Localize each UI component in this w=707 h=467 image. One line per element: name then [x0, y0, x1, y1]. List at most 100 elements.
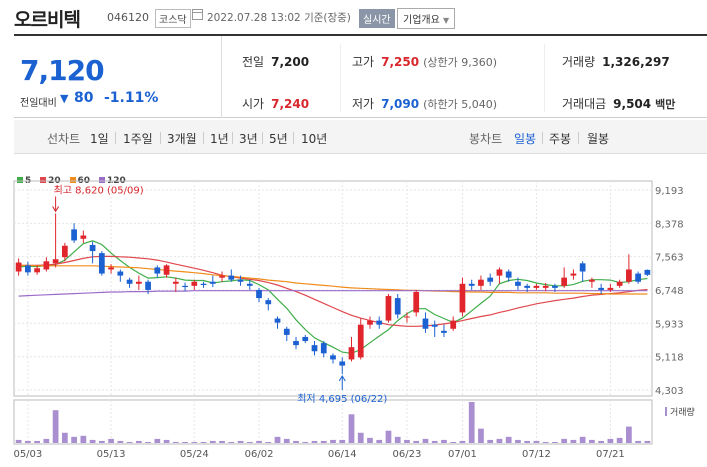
volume-bar [348, 414, 355, 443]
company-overview-button[interactable]: 기업개요 ▼ [397, 8, 456, 29]
candle-daily[interactable]: 일봉 [514, 132, 537, 146]
volume-bar [496, 438, 503, 443]
period-3y[interactable]: 3년 [239, 132, 258, 146]
high-cell: 고가 7,250 (상한가 9,360) [352, 53, 497, 70]
volume-bar [404, 439, 410, 443]
candle-body [459, 283, 466, 313]
candle-body [25, 265, 31, 273]
volume-bar [209, 440, 216, 443]
candle-body [616, 281, 623, 286]
volume-bar [394, 436, 401, 443]
lower-limit: (하한가 5,040) [423, 98, 497, 111]
volume-bar [154, 438, 161, 443]
candle-body [524, 285, 531, 288]
x-tick-label: 05/13 [97, 449, 126, 460]
period-1d[interactable]: 1일 [90, 132, 109, 146]
candle-body [431, 324, 438, 327]
candle-body [219, 275, 225, 278]
volume-bar [505, 436, 512, 443]
volume-bar [246, 441, 253, 443]
volume-cell: 거래량 1,326,297 [562, 53, 670, 70]
candle-body [552, 285, 558, 288]
candle-body [311, 345, 318, 352]
volume-bar [293, 440, 299, 443]
candle-body [339, 361, 346, 366]
candle-monthly[interactable]: 월봉 [587, 132, 610, 146]
candle-body [265, 300, 272, 305]
candle-body [154, 267, 161, 274]
volume-bar [339, 439, 346, 443]
volume-bar [533, 440, 540, 443]
candle-body [135, 281, 142, 284]
volume-bar [117, 440, 124, 443]
candle-body [515, 281, 521, 286]
amount-unit: 백만 [655, 98, 676, 111]
volume-bar [126, 441, 133, 443]
candle-body [293, 341, 299, 346]
low-arrow-head [338, 374, 346, 382]
volume-bar [145, 441, 151, 443]
volume-bar [237, 440, 244, 443]
period-3m[interactable]: 3개월 [167, 132, 197, 146]
candle-body [126, 279, 133, 284]
candle-weekly[interactable]: 주봉 [549, 132, 572, 146]
volume-bar [385, 430, 392, 443]
high-value: 7,250 [381, 55, 420, 69]
volume-bar [98, 440, 105, 443]
period-10y[interactable]: 10년 [301, 132, 328, 146]
down-triangle-icon: ▼ [60, 92, 69, 105]
volume-bar [61, 432, 68, 443]
prev-close-cell: 전일 7,200 [242, 53, 309, 70]
period-1w[interactable]: 1주일 [123, 132, 153, 146]
candle-body [43, 261, 50, 270]
candle-body [385, 296, 392, 321]
volume-bar [256, 440, 262, 443]
volume-bar [422, 438, 429, 443]
price-chart[interactable]: 9,193 8,378 7,563 6,748 5,933 5,118 4,303 05/03… [0, 160, 707, 467]
volume-bar [579, 436, 586, 443]
y-tick-label: 7,563 [655, 253, 684, 264]
stock-header: 오르비텍 046120 코스닥 2022.07.28 13:02 기준(장중) … [0, 0, 707, 34]
candle-body [542, 285, 549, 288]
volume-bar [228, 441, 235, 443]
period-1y[interactable]: 1년 [210, 132, 229, 146]
candle-body [15, 262, 22, 272]
volume-bar [135, 440, 142, 443]
candle-body [626, 269, 632, 282]
candle-body [487, 277, 494, 282]
period-5y[interactable]: 5년 [269, 132, 288, 146]
plot-frame [13, 180, 653, 397]
quote-datetime: 2022.07.28 13:02 기준(장중) [207, 10, 351, 25]
y-tick-label: 5,118 [655, 353, 684, 364]
candle-body [607, 287, 614, 290]
volume-bar [163, 439, 170, 443]
candle-body [348, 347, 355, 360]
candle-body [246, 283, 253, 286]
volume-bar [274, 436, 281, 443]
ma120-line [18, 290, 648, 297]
volume-legend-label: 거래량 [670, 406, 695, 418]
low-cell: 저가 7,090 (하한가 5,040) [352, 95, 497, 112]
candle-body [172, 281, 179, 284]
volume-bar [459, 440, 466, 443]
low-value: 7,090 [381, 97, 420, 111]
x-tick-label: 07/21 [596, 449, 625, 460]
quote-panel: 7,120 전일대비 ▼ 80 -1.11% 전일 7,200 고가 7,250 (상… [14, 34, 707, 118]
open-cell: 시가 7,240 [242, 95, 309, 112]
upper-limit: (상한가 9,360) [423, 56, 497, 69]
candle-body [228, 275, 235, 280]
x-tick-label: 06/14 [328, 449, 357, 460]
volume-bar [43, 438, 50, 443]
volume-bar [15, 439, 22, 443]
candle-body [376, 320, 383, 325]
open-value: 7,240 [271, 97, 310, 111]
x-tick-label: 05/24 [180, 449, 209, 460]
volume-bar [487, 439, 494, 443]
prev-close-value: 7,200 [271, 55, 310, 69]
realtime-badge: 실시간 [359, 9, 395, 28]
calendar-icon [192, 9, 203, 20]
volume-bar [607, 438, 614, 443]
high-annotation: 최고 8,620 (05/09) [54, 184, 144, 196]
volume-bar [478, 428, 484, 443]
volume-bar [320, 440, 327, 443]
